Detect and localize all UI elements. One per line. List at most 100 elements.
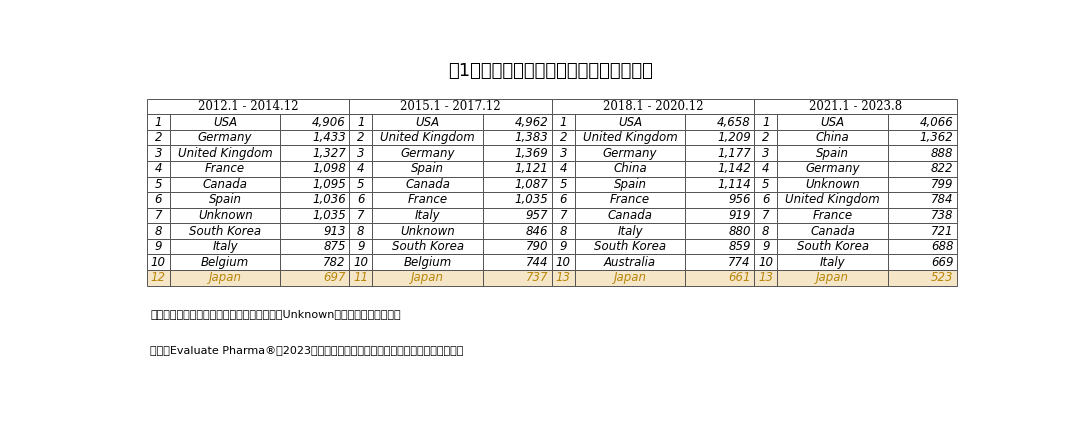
Bar <box>349 177 373 192</box>
Bar <box>483 223 552 239</box>
Bar <box>778 223 888 239</box>
Bar <box>552 161 575 177</box>
Bar <box>170 239 280 254</box>
Bar <box>552 145 575 161</box>
Text: 1,036: 1,036 <box>313 193 346 207</box>
Text: 4,962: 4,962 <box>514 115 549 129</box>
Bar <box>483 192 552 208</box>
Bar <box>170 145 280 161</box>
Bar <box>575 270 685 286</box>
Text: United Kingdom: United Kingdom <box>178 147 273 160</box>
Bar <box>170 114 280 130</box>
Bar <box>147 239 170 254</box>
Text: 1,035: 1,035 <box>313 209 346 222</box>
Bar <box>483 223 552 239</box>
Bar <box>575 192 685 208</box>
Text: 919: 919 <box>728 209 751 222</box>
Bar <box>778 254 888 270</box>
Bar <box>147 99 349 114</box>
Bar <box>552 99 754 114</box>
Text: 13: 13 <box>758 271 773 285</box>
Bar <box>888 208 957 223</box>
Bar <box>778 192 888 208</box>
Text: 3: 3 <box>560 147 567 160</box>
Text: 774: 774 <box>728 256 751 269</box>
Text: 875: 875 <box>323 240 346 253</box>
Bar <box>280 192 349 208</box>
Bar <box>888 254 957 270</box>
Bar <box>170 192 280 208</box>
Bar <box>147 254 170 270</box>
Bar <box>575 223 685 239</box>
Bar <box>685 161 754 177</box>
Text: South Korea: South Korea <box>392 240 464 253</box>
Text: Spain: Spain <box>816 147 850 160</box>
Bar <box>373 192 483 208</box>
Bar <box>754 192 778 208</box>
Text: Italy: Italy <box>415 209 440 222</box>
Text: USA: USA <box>821 115 844 129</box>
Bar <box>373 208 483 223</box>
Text: 744: 744 <box>526 256 549 269</box>
Bar <box>349 114 373 130</box>
Bar <box>575 145 685 161</box>
Bar <box>170 161 280 177</box>
Bar <box>575 114 685 130</box>
Bar <box>170 145 280 161</box>
Text: 7: 7 <box>763 209 770 222</box>
Bar <box>575 270 685 286</box>
Bar <box>888 223 957 239</box>
Bar <box>778 270 888 286</box>
Text: 1,114: 1,114 <box>717 178 751 191</box>
Text: 799: 799 <box>931 178 954 191</box>
Bar <box>575 254 685 270</box>
Bar <box>349 177 373 192</box>
Bar <box>685 192 754 208</box>
Bar <box>552 223 575 239</box>
Bar <box>575 239 685 254</box>
Bar <box>280 270 349 286</box>
Bar <box>483 114 552 130</box>
Bar <box>778 208 888 223</box>
Bar <box>373 270 483 286</box>
Text: 1: 1 <box>560 115 567 129</box>
Bar <box>575 223 685 239</box>
Bar <box>575 145 685 161</box>
Bar <box>147 192 170 208</box>
Bar <box>888 177 957 192</box>
Text: Italy: Italy <box>618 225 643 238</box>
Text: 2: 2 <box>763 131 770 144</box>
Bar <box>349 192 373 208</box>
Bar <box>349 254 373 270</box>
Bar <box>888 239 957 254</box>
Text: 4: 4 <box>763 162 770 175</box>
Text: 5: 5 <box>357 178 364 191</box>
Bar <box>280 177 349 192</box>
Text: Canada: Canada <box>405 178 450 191</box>
Text: 8: 8 <box>763 225 770 238</box>
Bar <box>373 114 483 130</box>
Text: 7: 7 <box>357 209 364 222</box>
Text: France: France <box>813 209 853 222</box>
Bar <box>888 254 957 270</box>
Text: Germany: Germany <box>401 147 455 160</box>
Bar <box>552 177 575 192</box>
Bar <box>552 208 575 223</box>
Bar <box>575 208 685 223</box>
Bar <box>280 239 349 254</box>
Bar <box>778 254 888 270</box>
Bar <box>483 239 552 254</box>
Text: 12: 12 <box>150 271 165 285</box>
Bar <box>754 145 778 161</box>
Bar <box>754 208 778 223</box>
Text: 1,095: 1,095 <box>313 178 346 191</box>
Text: 697: 697 <box>323 271 346 285</box>
Bar <box>170 208 280 223</box>
Bar <box>349 145 373 161</box>
Text: 784: 784 <box>931 193 954 207</box>
Bar <box>170 223 280 239</box>
Bar <box>349 223 373 239</box>
Text: 10: 10 <box>150 256 165 269</box>
Text: China: China <box>613 162 647 175</box>
Bar <box>575 130 685 145</box>
